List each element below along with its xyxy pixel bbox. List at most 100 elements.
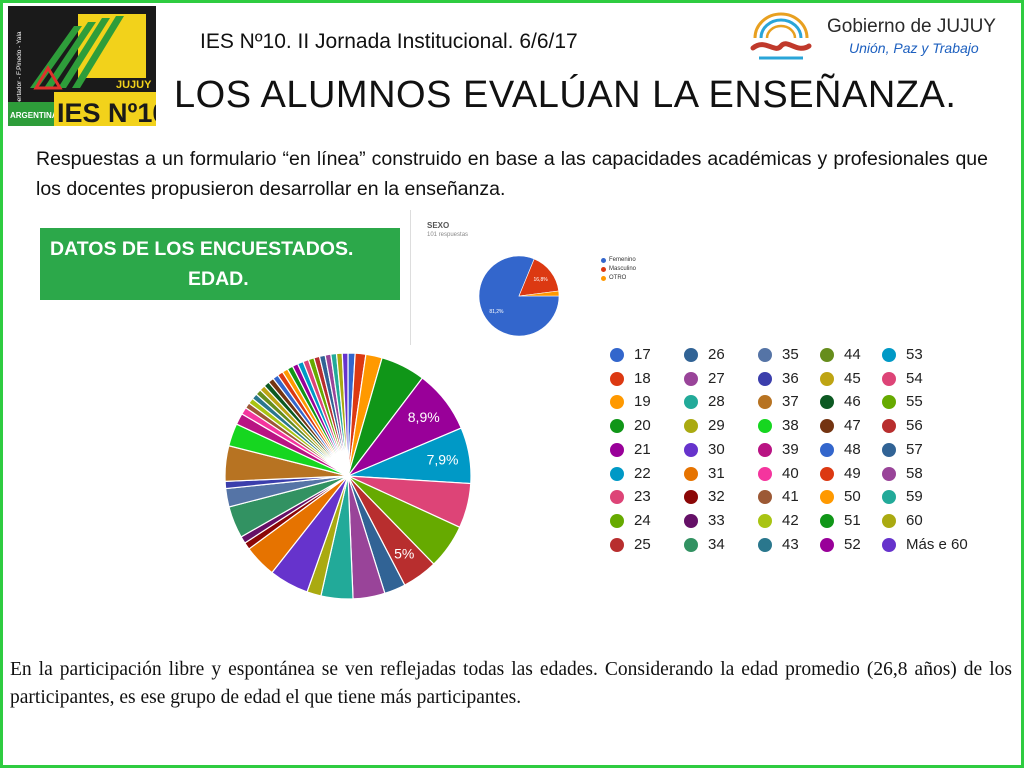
age-legend-label: 27 xyxy=(708,369,725,387)
sex-legend-label: OTRO xyxy=(609,275,627,281)
respondent-data-box: DATOS DE LOS ENCUESTADOS. EDAD. xyxy=(40,228,400,300)
government-name: Gobierno de JUJUY xyxy=(827,16,996,37)
age-legend-label: 28 xyxy=(708,393,725,411)
intro-paragraph: Respuestas a un formulario “en línea” co… xyxy=(36,148,988,200)
legend-dot-icon xyxy=(882,537,896,552)
legend-dot-icon xyxy=(882,348,896,362)
age-legend-label: 19 xyxy=(634,393,651,411)
sex-pie-label-masculino: 16,8% xyxy=(534,277,549,283)
age-pie-slice-mas-e-60 xyxy=(341,352,349,477)
sex-pie-label-femenino: 81,2% xyxy=(489,309,504,315)
age-legend-label: 48 xyxy=(844,440,861,458)
age-legend-label: 57 xyxy=(906,440,923,458)
age-legend-label: 42 xyxy=(782,511,799,529)
legend-dot-icon xyxy=(820,395,834,410)
legend-dot-icon xyxy=(610,371,624,386)
legend-dot-icon xyxy=(820,419,834,434)
age-legend-label: 44 xyxy=(844,346,861,363)
legend-dot-icon xyxy=(882,513,896,528)
legend-dot-icon xyxy=(882,419,896,434)
legend-dot-icon xyxy=(610,537,624,552)
sex-pie-slice-masculino xyxy=(518,258,560,297)
legend-dot-icon xyxy=(684,490,698,505)
legend-dot-icon xyxy=(820,513,834,528)
sex-chart-title: SEXO xyxy=(427,221,450,230)
age-pie-label-21: 8,9% xyxy=(408,409,440,425)
age-legend-label: 29 xyxy=(708,417,725,435)
age-legend-label: 50 xyxy=(844,488,861,506)
legend-dot-icon xyxy=(758,490,772,505)
legend-dot-icon xyxy=(758,442,772,457)
sex-pie-slice-otro xyxy=(518,290,560,297)
age-chart-legend: 17 18 19 20 21 22 23 24 25 26 27 28 29 30 31 32 33 34 35 36… xyxy=(610,344,1010,564)
respondent-data-title: DATOS DE LOS ENCUESTADOS. xyxy=(50,238,354,260)
legend-dot-icon xyxy=(601,258,606,263)
age-legend-label: 39 xyxy=(782,440,799,458)
legend-dot-icon xyxy=(601,267,606,272)
legend-dot-icon xyxy=(882,442,896,457)
age-legend-label: 59 xyxy=(906,488,923,506)
logo-country-text: ARGENTINA xyxy=(10,111,58,120)
legend-dot-icon xyxy=(758,537,772,552)
legend-dot-icon xyxy=(820,466,834,481)
legend-dot-icon xyxy=(610,466,624,481)
government-logo: Gobierno de JUJUY Unión, Paz y Trabajo xyxy=(745,8,1015,68)
age-legend-label: 18 xyxy=(634,369,651,387)
logo-side-text: Libertador - F.Pinedo - Yala xyxy=(16,31,23,110)
age-legend-label: 43 xyxy=(782,535,799,553)
legend-dot-icon xyxy=(610,513,624,528)
legend-dot-icon xyxy=(758,348,772,362)
legend-dot-icon xyxy=(758,466,772,481)
age-legend-label: 53 xyxy=(906,346,923,363)
legend-dot-icon xyxy=(758,419,772,434)
age-legend-label: 41 xyxy=(782,488,799,506)
ies-logo: Libertador - F.Pinedo - Yala JUJUY ARGEN… xyxy=(8,6,156,126)
age-legend-label: 34 xyxy=(708,535,725,553)
age-legend-label: 56 xyxy=(906,417,923,435)
government-motto: Unión, Paz y Trabajo xyxy=(849,40,979,56)
legend-dot-icon xyxy=(820,490,834,505)
legend-dot-icon xyxy=(882,371,896,386)
age-legend-label: 23 xyxy=(634,488,651,506)
age-legend-label: 36 xyxy=(782,369,799,387)
age-pie-label-22: 7,9% xyxy=(427,452,459,468)
age-legend-label: 38 xyxy=(782,417,799,435)
page-title: LOS ALUMNOS EVALÚAN LA ENSEÑANZA. xyxy=(174,74,957,116)
legend-dot-icon xyxy=(758,513,772,528)
age-legend-label: 31 xyxy=(708,464,725,482)
age-legend-label: 47 xyxy=(844,417,861,435)
legend-dot-icon xyxy=(820,348,834,362)
age-legend-label: 35 xyxy=(782,346,799,363)
age-legend-label: 45 xyxy=(844,369,861,387)
age-legend-label: 20 xyxy=(634,417,651,435)
legend-dot-icon xyxy=(758,395,772,410)
age-legend-label: 40 xyxy=(782,464,799,482)
legend-dot-icon xyxy=(684,442,698,457)
legend-dot-icon xyxy=(601,276,606,281)
respondent-data-subtitle: EDAD. xyxy=(188,268,249,290)
sex-chart-subtitle: 101 respuestas xyxy=(427,232,469,238)
age-legend-label: 32 xyxy=(708,488,725,506)
legend-dot-icon xyxy=(610,490,624,505)
age-pie-label-25: 5% xyxy=(394,546,414,562)
legend-dot-icon xyxy=(820,371,834,386)
legend-dot-icon xyxy=(610,395,624,410)
age-legend-label: 22 xyxy=(634,464,651,482)
sex-legend-label: Femenino xyxy=(609,257,636,263)
age-legend-label: 24 xyxy=(634,511,651,529)
sex-legend-item-otro: OTRO xyxy=(601,274,636,283)
legend-dot-icon xyxy=(882,395,896,410)
sex-legend-item-femenino: Femenino xyxy=(601,256,636,265)
event-header: IES Nº10. II Jornada Institucional. 6/6/… xyxy=(200,30,578,53)
legend-dot-icon xyxy=(684,513,698,528)
age-legend-label: 54 xyxy=(906,369,923,387)
legend-dot-icon xyxy=(758,371,772,386)
age-legend-label: 58 xyxy=(906,464,923,482)
conclusion-paragraph: En la participación libre y espontánea s… xyxy=(10,659,1012,708)
age-legend-label: 49 xyxy=(844,464,861,482)
legend-dot-icon xyxy=(684,537,698,552)
sex-legend-label: Masculino xyxy=(609,266,637,272)
age-legend-label: 17 xyxy=(634,346,651,363)
legend-dot-icon xyxy=(684,466,698,481)
sex-chart-legend: Femenino Masculino OTRO xyxy=(601,256,636,283)
